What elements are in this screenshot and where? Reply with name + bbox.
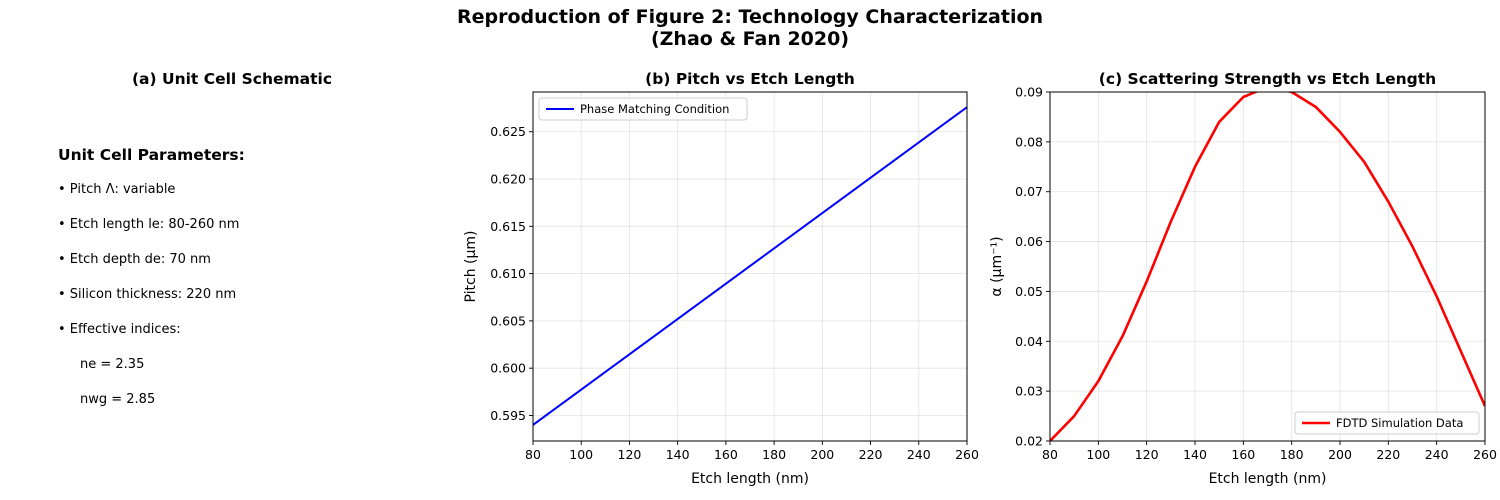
y-tick-label: 0.09 bbox=[1015, 85, 1043, 100]
x-tick-label: 100 bbox=[569, 447, 593, 462]
figure-title: Reproduction of Figure 2: Technology Cha… bbox=[0, 6, 1500, 50]
x-tick-label: 220 bbox=[1376, 447, 1400, 462]
x-tick-label: 240 bbox=[907, 447, 931, 462]
legend-box bbox=[538, 97, 748, 121]
y-tick-label: 0.620 bbox=[490, 172, 526, 187]
y-tick-label: 0.615 bbox=[490, 219, 526, 234]
figure-title-line2: (Zhao & Fan 2020) bbox=[650, 28, 850, 50]
x-tick-label: 140 bbox=[1183, 447, 1207, 462]
x-tick-label: 140 bbox=[666, 447, 690, 462]
chart-title: (b) Pitch vs Etch Length bbox=[645, 70, 855, 88]
series-line bbox=[533, 106, 967, 426]
x-tick-label: 260 bbox=[1473, 447, 1497, 462]
parameter-item: • Pitch Λ: variable bbox=[58, 182, 176, 197]
x-tick-label: 240 bbox=[1425, 447, 1449, 462]
x-tick-label: 180 bbox=[1280, 447, 1304, 462]
y-tick-label: 0.610 bbox=[490, 266, 526, 281]
x-tick-label: 80 bbox=[1042, 447, 1058, 462]
x-tick-label: 200 bbox=[1328, 447, 1352, 462]
y-tick-label: 0.625 bbox=[490, 124, 526, 139]
legend-label: FDTD Simulation Data bbox=[1336, 416, 1463, 430]
axes-frame bbox=[532, 91, 968, 442]
x-tick-label: 120 bbox=[618, 447, 642, 462]
x-tick-label: 180 bbox=[762, 447, 786, 462]
parameter-item: • Etch depth de: 70 nm bbox=[58, 252, 211, 267]
parameter-sub-item: ne = 2.35 bbox=[80, 357, 145, 372]
y-tick-label: 0.07 bbox=[1015, 184, 1043, 199]
x-tick-label: 220 bbox=[859, 447, 883, 462]
y-tick-label: 0.03 bbox=[1015, 384, 1043, 399]
y-tick-label: 0.595 bbox=[490, 408, 526, 423]
panel-a-title: (a) Unit Cell Schematic bbox=[131, 70, 333, 88]
parameters-heading: Unit Cell Parameters: bbox=[58, 146, 245, 164]
x-axis-label: Etch length (nm) bbox=[1209, 471, 1327, 487]
x-axis-label: Etch length (nm) bbox=[691, 471, 809, 487]
parameter-item: • Silicon thickness: 220 nm bbox=[58, 287, 237, 302]
x-tick-label: 160 bbox=[714, 447, 738, 462]
figure-title-line1: Reproduction of Figure 2: Technology Cha… bbox=[456, 6, 1044, 28]
chart-1: (c) Scattering Strength vs Etch Length 80… bbox=[989, 70, 1497, 487]
y-tick-label: 0.605 bbox=[490, 313, 526, 328]
parameter-item: • Effective indices: bbox=[58, 322, 181, 337]
chart-0: (b) Pitch vs Etch Length 80 100 120 140 160 18… bbox=[463, 70, 979, 487]
y-axis-label: α (μm⁻¹) bbox=[989, 236, 1005, 296]
y-tick-label: 0.04 bbox=[1015, 334, 1043, 349]
y-tick-label: 0.05 bbox=[1015, 284, 1043, 299]
x-tick-label: 160 bbox=[1231, 447, 1255, 462]
series-line bbox=[1050, 92, 1485, 441]
parameter-item: • Etch length le: 80-260 nm bbox=[58, 217, 240, 232]
legend: Phase Matching Condition bbox=[538, 97, 748, 121]
legend: FDTD Simulation Data bbox=[1294, 411, 1480, 435]
unit-cell-parameters: Unit Cell Parameters: • Pitch Λ: variabl… bbox=[58, 146, 245, 426]
x-tick-label: 120 bbox=[1135, 447, 1159, 462]
axes-frame bbox=[1049, 91, 1486, 442]
y-axis-label: Pitch (μm) bbox=[463, 230, 479, 302]
y-tick-label: 0.08 bbox=[1015, 134, 1043, 149]
legend-box bbox=[1294, 411, 1480, 435]
parameter-sub-item: nwg = 2.85 bbox=[80, 392, 156, 407]
x-tick-label: 100 bbox=[1086, 447, 1110, 462]
y-tick-label: 0.600 bbox=[490, 361, 526, 376]
chart-title: (c) Scattering Strength vs Etch Length bbox=[1099, 70, 1436, 88]
x-tick-label: 200 bbox=[810, 447, 834, 462]
y-tick-label: 0.02 bbox=[1015, 434, 1043, 449]
y-tick-label: 0.06 bbox=[1015, 234, 1043, 249]
x-tick-label: 80 bbox=[525, 447, 541, 462]
x-tick-label: 260 bbox=[955, 447, 979, 462]
legend-label: Phase Matching Condition bbox=[580, 102, 729, 116]
